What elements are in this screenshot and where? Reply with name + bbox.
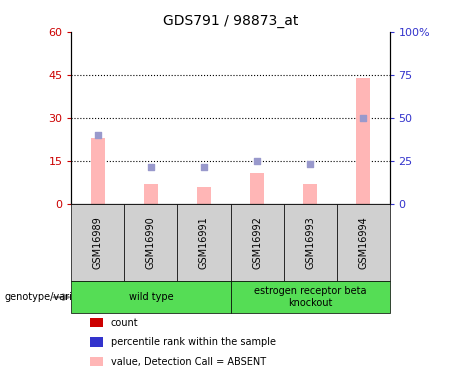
Text: GSM16990: GSM16990 [146,216,156,269]
Text: GSM16994: GSM16994 [358,216,368,269]
Text: percentile rank within the sample: percentile rank within the sample [111,337,276,347]
Text: GSM16993: GSM16993 [305,216,315,269]
Title: GDS791 / 98873_at: GDS791 / 98873_at [163,14,298,28]
Point [148,164,155,170]
Point [254,158,261,164]
Bar [197,187,211,204]
Bar [91,138,105,204]
Bar [356,78,370,204]
Text: GSM16989: GSM16989 [93,216,103,269]
Text: wild type: wild type [129,292,173,302]
Point [200,164,207,170]
Bar [144,184,158,204]
Text: estrogen receptor beta
knockout: estrogen receptor beta knockout [254,286,366,308]
Bar [303,184,317,204]
Text: value, Detection Call = ABSENT: value, Detection Call = ABSENT [111,357,266,366]
Bar [250,173,264,204]
Text: GSM16992: GSM16992 [252,216,262,269]
Point [359,115,366,121]
Text: count: count [111,318,138,327]
Text: GSM16991: GSM16991 [199,216,209,269]
Point [306,161,313,167]
Point [94,132,101,138]
Text: genotype/variation: genotype/variation [5,292,97,302]
